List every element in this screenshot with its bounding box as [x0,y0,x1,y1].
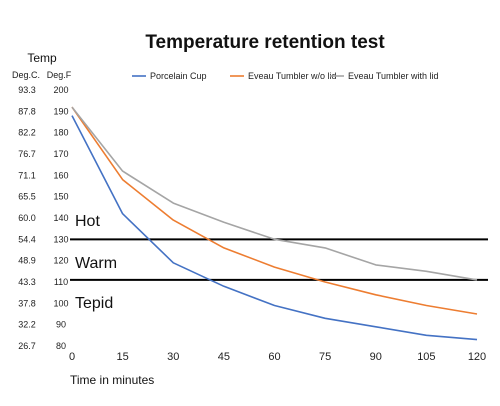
y-tick-label-c: 87.8 [18,106,36,116]
y-axis-label: Temp [27,51,57,65]
y-tick-label-f: 80 [56,341,66,351]
zone-label-tepid: Tepid [75,295,113,312]
zone-label-warm: Warm [75,255,117,272]
y-tick-label-f: 140 [53,213,68,223]
x-tick-label: 90 [370,351,382,363]
x-tick-label: 15 [117,351,129,363]
x-tick-label: 105 [417,351,435,363]
x-tick-label: 45 [218,351,230,363]
y-tick-label-f: 120 [53,256,68,266]
y-tick-label-c: 48.9 [18,256,36,266]
chart-title: Temperature retention test [145,32,385,53]
y-tick-label-c: 82.2 [18,128,36,138]
y-tick-label-c: 60.0 [18,213,36,223]
y-tick-label-c: 37.8 [18,298,36,308]
y-tick-label-c: 26.7 [18,341,36,351]
y-tick-label-c: 93.3 [18,85,36,95]
y-tick-label-f: 180 [53,128,68,138]
x-tick-label: 30 [167,351,179,363]
zone-label-hot: Hot [75,213,100,230]
x-tick-label: 60 [268,351,280,363]
x-tick-label: 75 [319,351,331,363]
y-tick-label-f: 160 [53,170,68,180]
legend-label: Eveau Tumbler with lid [348,71,439,81]
y-tick-label-c: 71.1 [18,170,36,180]
y-axis-unit-celsius: Deg.C. [12,70,40,80]
series-lines [71,106,478,341]
reference-lines [70,238,488,281]
x-tick-label: 120 [468,351,486,363]
y-tick-label-c: 32.2 [18,320,36,330]
legend: Porcelain Cup Eveau Tumbler w/o lid Eveau … [132,71,439,81]
legend-label: Porcelain Cup [150,71,207,81]
x-tick-label: 0 [69,351,75,363]
y-tick-label-c: 65.5 [18,192,36,202]
y-tick-label-f: 110 [54,277,68,287]
legend-label: Eveau Tumbler w/o lid [248,71,337,81]
y-axis-unit-fahrenheit: Deg.F [47,70,72,80]
y-tick-labels: 200 93.3 190 87.8 180 82.2 170 76.7 160 71.1 150 65… [18,85,68,351]
series-line [71,106,478,281]
y-tick-label-c: 54.4 [18,234,36,244]
y-tick-label-c: 76.7 [18,149,36,159]
y-tick-label-f: 200 [53,85,68,95]
series-line [71,106,478,315]
y-tick-label-c: 43.3 [18,277,36,287]
y-tick-label-f: 90 [56,320,66,330]
y-tick-label-f: 100 [53,298,68,308]
y-tick-label-f: 150 [53,192,68,202]
y-tick-label-f: 190 [53,106,68,116]
series-line [71,115,478,341]
y-tick-label-f: 130 [53,234,68,244]
y-tick-label-f: 170 [53,149,68,159]
x-tick-labels: 0 15 30 45 60 75 90 105 120 [69,351,486,363]
x-axis-label: Time in minutes [70,373,154,387]
